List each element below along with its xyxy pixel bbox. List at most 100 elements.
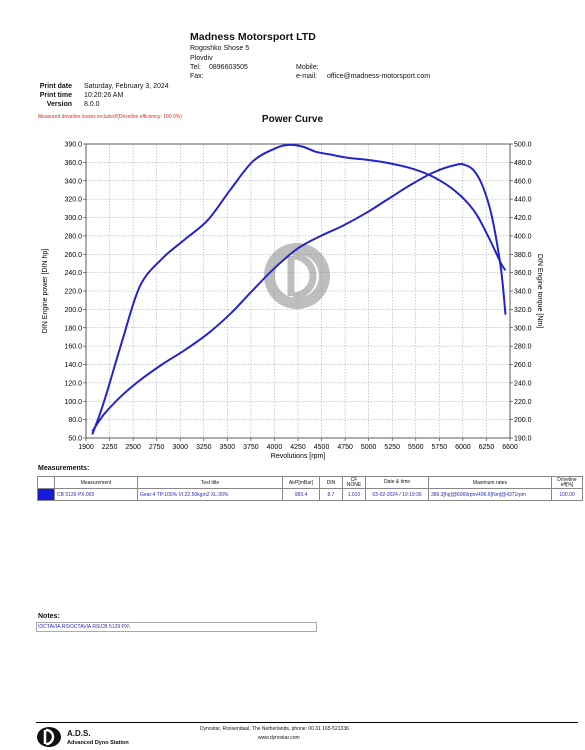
x-tick-label: 3500: [220, 444, 236, 451]
x-tick-label: 3000: [172, 444, 188, 451]
y-right-tick-label: 200.0: [514, 417, 532, 424]
x-tick-label: 2500: [125, 444, 141, 451]
notes-text: \OCTAVIA RS\OCTAVIA RS\CB 5129 PX\: [36, 622, 317, 632]
col-header: Maximum rates: [428, 476, 552, 489]
chart-title: Power Curve: [261, 114, 324, 125]
measurement-name: CB 5129 PX.005: [54, 488, 138, 501]
footer-website: www.dynostar.com: [258, 735, 300, 741]
y-left-tick-label: 220.0: [64, 289, 82, 296]
print-date-label: Print date: [39, 83, 72, 90]
x-tick-label: 6600: [502, 444, 518, 451]
x-tick-label: 5750: [432, 444, 448, 451]
y-right-tick-label: 320.0: [514, 307, 532, 314]
col-header: Test title: [137, 476, 283, 489]
dyno-watermark-icon: [264, 243, 330, 309]
series-color-swatch: [37, 488, 55, 501]
y-left-tick-label: 80.0: [68, 417, 82, 424]
cf-value: 1.010: [342, 488, 366, 501]
torque-curve-line: [91, 163, 507, 432]
x-tick-label: 6000: [455, 444, 471, 451]
x-tick-label: 4000: [267, 444, 283, 451]
y-left-tick-label: 100.0: [64, 399, 82, 406]
y-left-tick-label: 340.0: [64, 178, 82, 185]
y-right-tick-label: 300.0: [514, 325, 532, 332]
y-right-tick-label: 340.0: [514, 289, 532, 296]
y-axis-left-label: DIN Engine power [DIN hp]: [42, 249, 49, 333]
x-tick-label: 3250: [196, 444, 212, 451]
x-tick-label: 4750: [337, 444, 353, 451]
measurements-title: Measurements:: [38, 465, 90, 472]
y-right-tick-label: 420.0: [514, 215, 532, 222]
y-right-tick-label: 220.0: [514, 399, 532, 406]
y-right-tick-label: 500.0: [514, 142, 532, 149]
measurements-table: Measurement Test title AirP[mBar] DIN CF…: [37, 476, 583, 501]
col-header: Date & time: [365, 476, 429, 489]
x-axis-label: Revolutions [rpm]: [271, 453, 326, 460]
power-curve-line: [91, 143, 507, 435]
y-right-tick-label: 460.0: [514, 178, 532, 185]
x-tick-label: 4250: [290, 444, 306, 451]
y-left-tick-label: 320.0: [64, 197, 82, 204]
driveline-warning: Measured driveline losses included!(Driv…: [38, 114, 182, 120]
email-value: office@madness-motorsport.com: [327, 73, 431, 80]
x-tick-label: 5000: [361, 444, 377, 451]
tel-value: 0896603505: [209, 64, 248, 71]
y-right-tick-label: 360.0: [514, 270, 532, 277]
y-left-tick-label: 240.0: [64, 270, 82, 277]
y-right-tick-label: 480.0: [514, 160, 532, 167]
footer-brand-sub: Advanced Dyno Station: [67, 740, 129, 746]
date-time: 03-02-2024 / 10:19:36: [365, 488, 429, 501]
company-name: Madness Motorsport LTD: [190, 31, 316, 43]
notes-title: Notes:: [38, 613, 60, 620]
y-axis-right-label: DIN Engine torque [Nm]: [536, 254, 543, 328]
y-right-tick-label: 440.0: [514, 197, 532, 204]
email-label: e-mail:: [296, 73, 318, 80]
y-right-tick-label: 260.0: [514, 362, 532, 369]
y-right-tick-label: 380.0: [514, 252, 532, 259]
x-tick-label: 2750: [149, 444, 165, 451]
print-time-value: 10:20:26 AM: [84, 92, 124, 99]
x-tick-label: 6250: [479, 444, 495, 451]
table-row: CB 5129 PX.005 Gear:4 TP:100% VI:22.50kg…: [37, 488, 583, 501]
x-tick-label: 5500: [408, 444, 424, 451]
company-city: Plovdiv: [190, 55, 213, 62]
maximum-rates: 386.3[hp]@6069rpm/496.6[Nm]@4371rpm: [428, 488, 552, 501]
x-tick-label: 4500: [314, 444, 330, 451]
test-title: Gear:4 TP:100% VI:22.50kgm2 XL:30%: [137, 488, 283, 501]
y-left-tick-label: 390.0: [64, 142, 82, 149]
y-left-tick-label: 120.0: [64, 380, 82, 387]
y-left-tick-label: 50.0: [68, 436, 82, 443]
y-left-tick-label: 360.0: [64, 160, 82, 167]
y-right-tick-label: 400.0: [514, 233, 532, 240]
col-header: Driveline eff[%]: [551, 476, 583, 489]
y-right-tick-label: 280.0: [514, 344, 532, 351]
print-date-value: Saturday, February 3, 2024: [84, 83, 169, 90]
mobile-label: Mobile:: [296, 64, 319, 71]
y-right-tick-label: 190.0: [514, 436, 532, 443]
col-header: Measurement: [54, 476, 138, 489]
footer-brand: A.D.S.: [67, 729, 91, 738]
y-left-tick-label: 160.0: [64, 344, 82, 351]
company-street: Rogoshko Shose 5: [190, 45, 250, 52]
footer-divider: [36, 722, 578, 723]
tel-label: Tel:: [190, 64, 201, 71]
x-tick-label: 2250: [102, 444, 118, 451]
y-left-tick-label: 200.0: [64, 307, 82, 314]
x-tick-label: 3750: [243, 444, 259, 451]
ads-logo-icon: [37, 727, 61, 747]
print-time-label: Print time: [39, 92, 72, 99]
col-header: AirP[mBar]: [282, 476, 320, 489]
version-label: Version: [46, 101, 72, 108]
y-left-tick-label: 280.0: [64, 233, 82, 240]
y-left-tick-label: 180.0: [64, 325, 82, 332]
footer-address: Dynostar, Roosendaal, The Netherlands, p…: [200, 726, 349, 732]
y-left-tick-label: 260.0: [64, 252, 82, 259]
y-left-tick-label: 140.0: [64, 362, 82, 369]
version-value: 8.0.0: [84, 101, 100, 108]
y-right-tick-label: 240.0: [514, 380, 532, 387]
driveline-eff: 100.00: [551, 488, 583, 501]
din-value: 8.7: [319, 488, 343, 501]
air-pressure: 983.4: [282, 488, 320, 501]
table-header-row: Measurement Test title AirP[mBar] DIN CF…: [37, 476, 583, 489]
col-header: DIN: [319, 476, 343, 489]
